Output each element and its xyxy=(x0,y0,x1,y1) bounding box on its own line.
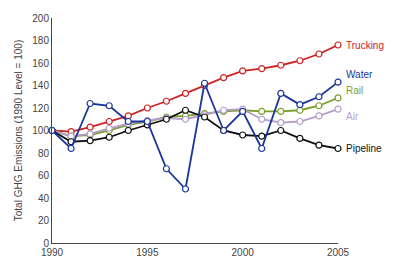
svg-text:160: 160 xyxy=(32,58,49,69)
svg-text:Water: Water xyxy=(346,69,373,80)
svg-text:180: 180 xyxy=(32,35,49,46)
svg-text:1990: 1990 xyxy=(41,247,64,258)
svg-text:60: 60 xyxy=(38,170,50,181)
svg-text:80: 80 xyxy=(38,148,50,159)
svg-text:40: 40 xyxy=(38,193,50,204)
svg-text:0: 0 xyxy=(43,238,49,249)
svg-text:Rail: Rail xyxy=(346,85,363,96)
svg-text:2000: 2000 xyxy=(232,247,255,258)
svg-text:Air: Air xyxy=(346,111,359,122)
svg-text:120: 120 xyxy=(32,103,49,114)
svg-text:20: 20 xyxy=(38,215,50,226)
svg-text:Trucking: Trucking xyxy=(346,40,384,51)
svg-text:Pipeline: Pipeline xyxy=(346,143,382,154)
svg-text:1995: 1995 xyxy=(136,247,159,258)
svg-text:200: 200 xyxy=(32,13,49,24)
svg-text:140: 140 xyxy=(32,80,49,91)
svg-text:100: 100 xyxy=(32,125,49,136)
svg-text:2005: 2005 xyxy=(327,247,350,258)
svg-text:Total GHG Emissions (1990 Leve: Total GHG Emissions (1990 Level = 100) xyxy=(13,40,24,221)
